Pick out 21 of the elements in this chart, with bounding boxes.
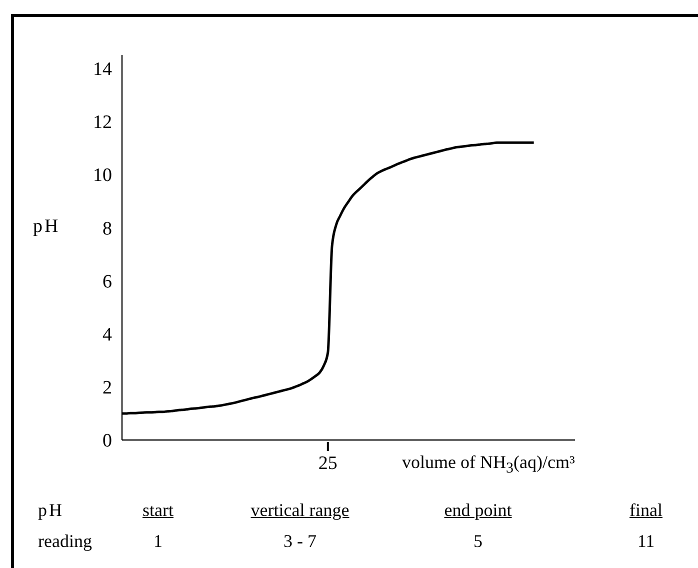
text: final <box>628 500 664 521</box>
text: pH <box>38 500 64 521</box>
text: vertical range <box>250 500 350 521</box>
y-tick-label: 0 <box>102 430 112 452</box>
text: 11 <box>636 531 656 552</box>
text: start <box>142 500 174 520</box>
y-tick-label: 8 <box>102 218 112 240</box>
x-tick-label: 25 <box>318 453 338 474</box>
y-tick-label: 14 <box>93 59 112 80</box>
y-tick-label: 2 <box>102 378 112 399</box>
text: 1 <box>154 531 162 551</box>
x-axis-title: volume of NH$_{3}$(aq)/cm³ <box>402 452 575 478</box>
y-tick-label: 10 <box>93 165 112 186</box>
text: 5 <box>472 531 484 552</box>
text: end point <box>443 500 513 521</box>
y-axis-title: pH <box>33 216 60 238</box>
text: reading <box>38 531 92 552</box>
text: 3 - 7 <box>282 531 318 552</box>
y-tick-label: 4 <box>102 324 112 346</box>
y-tick-label: 12 <box>93 112 112 134</box>
y-tick-label: 6 <box>102 271 112 292</box>
